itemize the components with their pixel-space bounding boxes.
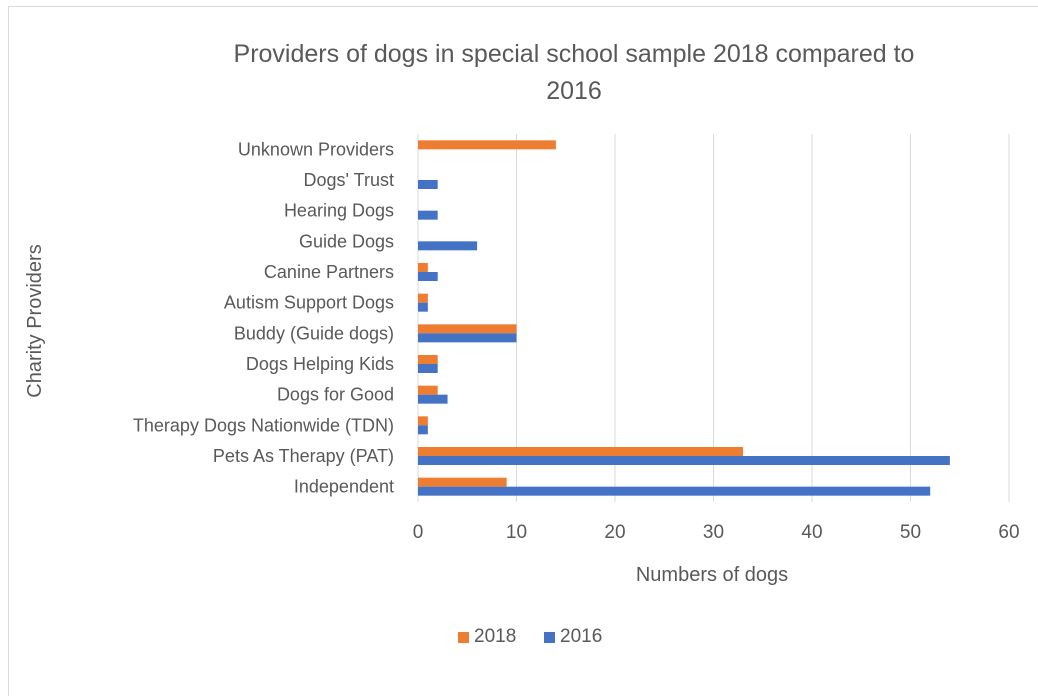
x-axis-label: Numbers of dogs [636,564,788,586]
legend-label-2016: 2016 [560,626,602,647]
category-label: Hearing Dogs [284,201,394,221]
category-label: Dogs Helping Kids [246,354,394,374]
category-label: Dogs' Trust [304,170,394,190]
x-tick-label: 50 [900,522,921,543]
bar-2018-therapy-dogs-nationwide-tdn- [418,416,428,426]
category-label: Guide Dogs [299,231,394,251]
x-tick-label: 10 [506,522,527,543]
bar-2016-canine-partners [418,272,438,281]
legend-label-2018: 2018 [474,626,516,647]
bar-2018-buddy-guide-dogs- [418,324,517,334]
category-label: Autism Support Dogs [224,293,394,313]
category-label: Independent [294,477,394,497]
x-tick-labels: 0 10 20 30 40 50 60 [413,522,1020,543]
bar-2018-independent [418,477,507,487]
bar-chart: Providers of dogs in special school samp… [24,40,1020,647]
bar-2016-therapy-dogs-nationwide-tdn- [418,425,428,435]
bar-2016-buddy-guide-dogs- [418,333,517,343]
chart-title-line-1: Providers of dogs in special school samp… [234,40,915,68]
bars [418,140,950,496]
category-label: Pets As Therapy (PAT) [213,446,394,466]
bar-2018-canine-partners [418,263,428,272]
legend-swatch-2016 [544,632,555,643]
legend-swatch-2018 [458,632,469,643]
category-labels: Unknown Providers Dogs' Trust Hearing Dogs… [133,139,394,496]
category-label: Therapy Dogs Nationwide (TDN) [133,415,394,435]
x-tick-label: 60 [998,522,1019,543]
category-label: Dogs for Good [277,385,394,405]
gridlines [417,134,1010,502]
bar-2016-pets-as-therapy-pat- [418,456,950,465]
x-tick-label: 40 [801,522,822,543]
bar-2018-unknown-providers [418,140,556,150]
x-tick-label: 20 [604,522,625,543]
chart-frame [8,6,1038,696]
bar-2018-autism-support-dogs [418,293,428,303]
x-tick-label: 0 [413,522,424,543]
category-label: Unknown Providers [238,139,394,159]
category-label: Buddy (Guide dogs) [234,323,394,343]
bar-2016-guide-dogs [418,241,478,251]
bar-2016-dogs-helping-kids [418,364,438,373]
bar-2016-autism-support-dogs [418,302,428,312]
y-axis-label: Charity Providers [24,244,46,397]
legend: 2018 2016 [458,626,602,647]
bar-2018-pets-as-therapy-pat- [418,447,744,456]
category-label: Canine Partners [264,262,394,282]
bar-2018-dogs-for-good [418,385,438,395]
bar-2018-dogs-helping-kids [418,355,438,364]
bar-2016-hearing-dogs [418,210,438,220]
chart-title-line-2: 2016 [546,77,602,105]
bar-2016-dogs-for-good [418,394,448,404]
x-tick-label: 30 [703,522,724,543]
bar-2016-independent [418,486,931,496]
bar-2016-dogs-trust [418,180,438,189]
